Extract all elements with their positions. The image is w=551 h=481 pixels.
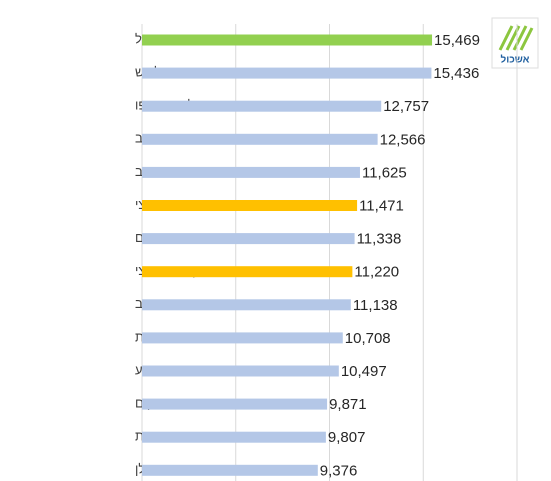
value-label: 15,469	[434, 32, 480, 49]
bar	[142, 365, 339, 377]
value-label: 11,220	[354, 264, 399, 281]
logo-icon	[498, 25, 534, 51]
bar	[142, 166, 360, 178]
bar	[142, 100, 382, 112]
value-label: 10,708	[345, 330, 391, 347]
value-label: 10,497	[341, 363, 387, 380]
value-label: 9,871	[329, 396, 367, 413]
bar	[142, 332, 343, 344]
value-label: 12,757	[383, 98, 429, 115]
value-label: 11,338	[357, 231, 402, 248]
value-label: 12,566	[380, 131, 426, 148]
logo-text: אשכול	[501, 54, 530, 66]
value-label: 9,376	[320, 462, 358, 479]
bar	[142, 233, 355, 245]
bar	[142, 398, 328, 410]
value-label: 9,807	[328, 429, 366, 446]
value-label: 11,138	[353, 297, 398, 314]
value-label: 11,471	[359, 197, 404, 214]
bar	[142, 464, 318, 476]
bar	[142, 299, 351, 311]
value-label: 11,625	[362, 164, 407, 181]
bar	[142, 266, 353, 278]
bar	[142, 34, 433, 46]
value-label: 15,436	[433, 65, 479, 82]
bar	[142, 133, 378, 145]
bar	[142, 67, 432, 79]
bar	[142, 431, 326, 443]
logo: אשכול	[491, 17, 539, 69]
bar	[142, 200, 358, 211]
logo-frame	[491, 17, 539, 69]
